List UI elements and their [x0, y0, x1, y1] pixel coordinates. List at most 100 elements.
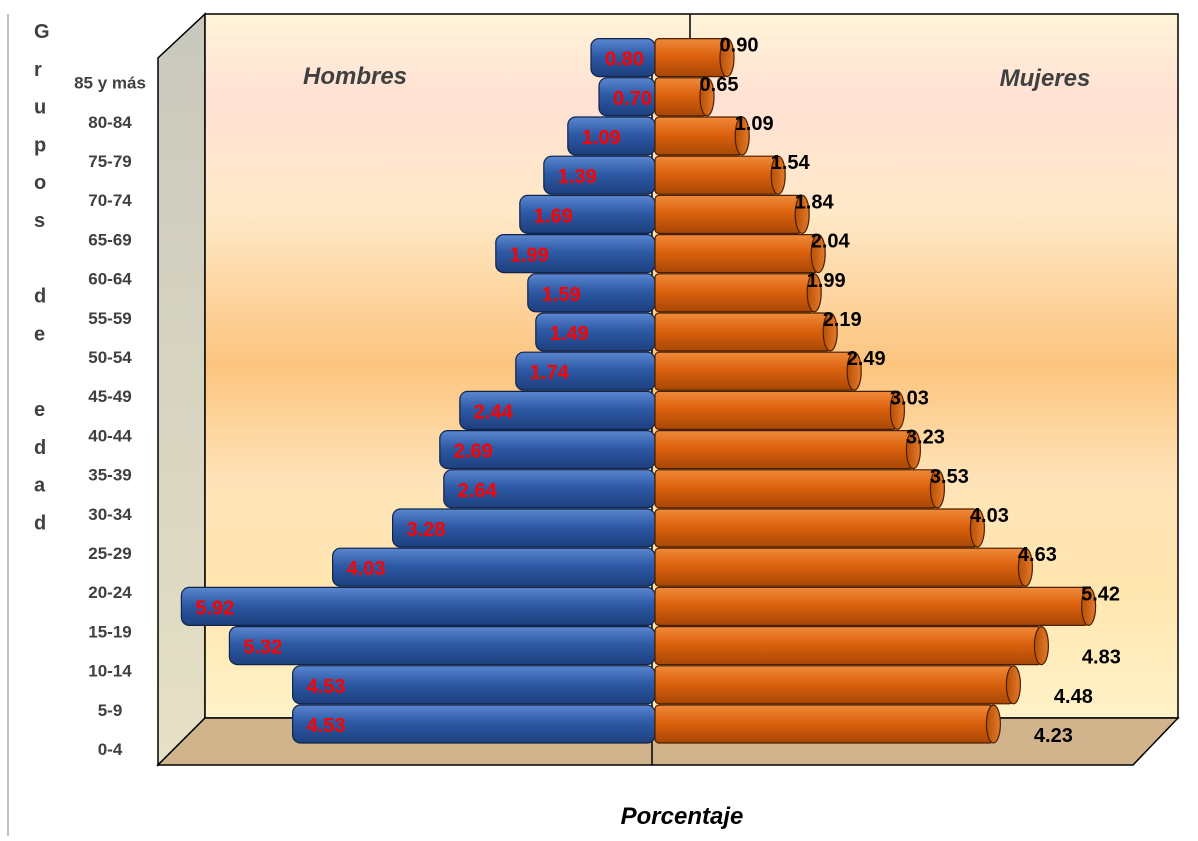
value-label-mujeres: 1.54 [771, 152, 811, 174]
value-label-mujeres: 4.03 [970, 505, 1009, 527]
value-label-hombres: 2.64 [458, 480, 498, 502]
bar-mujeres-5-9 [654, 665, 1014, 705]
value-label-hombres: 3.28 [407, 519, 446, 541]
bar-mujeres-30-34 [654, 469, 938, 509]
bar-hombres-5-9 [292, 665, 656, 705]
bar-hombres-0-4 [292, 704, 656, 744]
bar-cap-mujeres-85 y más [719, 37, 735, 78]
y-tick-label: 30-34 [88, 505, 132, 524]
bar-mujeres-15-19 [654, 586, 1090, 627]
value-label-mujeres: 1.09 [735, 113, 774, 135]
bar-mujeres-40-44 [654, 390, 898, 430]
value-label-mujeres: 4.83 [1082, 647, 1121, 669]
value-label-mujeres: 2.04 [811, 231, 851, 253]
y-tick-label: 20-24 [88, 583, 132, 602]
y-tick-label: 85 y más [74, 74, 146, 93]
value-label-mujeres: 4.63 [1018, 544, 1057, 566]
y-tick-label: 10-14 [88, 662, 132, 681]
y-tick-label: 45-49 [88, 387, 131, 406]
y-tick-label: 25-29 [88, 544, 131, 563]
bar-mujeres-25-29 [654, 508, 978, 548]
bar-cap-mujeres-35-39 [905, 430, 922, 470]
y-tick-label: 40-44 [88, 426, 132, 445]
y-tick-label: 55-59 [88, 309, 131, 328]
value-label-hombres: 5.32 [243, 637, 282, 659]
value-label-mujeres: 3.03 [890, 387, 929, 409]
bar-mujeres-45-49 [654, 351, 855, 391]
bar-cap-mujeres-5-9 [1005, 665, 1022, 705]
bar-cap-mujeres-75-79 [734, 116, 750, 156]
value-label-mujeres: 3.23 [906, 427, 945, 449]
bar-cap-mujeres-15-19 [1080, 586, 1097, 627]
y-tick-label: 75-79 [88, 152, 131, 171]
value-label-mujeres: 1.84 [795, 191, 835, 213]
y-tick-label: 65-69 [88, 230, 131, 249]
value-label-mujeres: 2.49 [847, 348, 886, 370]
bar-mujeres-85 y más [654, 37, 728, 78]
bar-mujeres-60-64 [654, 234, 819, 274]
bar-cap-mujeres-0-4 [985, 704, 1002, 744]
bar-mujeres-70-74 [654, 155, 779, 195]
value-label-hombres: 1.39 [558, 166, 597, 188]
y-tick-label: 5-9 [98, 701, 123, 720]
bar-hombres-15-19 [180, 586, 656, 627]
value-label-mujeres: 0.65 [700, 74, 739, 96]
value-label-hombres: 1.74 [530, 362, 570, 384]
value-label-hombres: 2.44 [474, 401, 514, 423]
value-label-hombres: 1.59 [542, 284, 581, 306]
bar-cap-mujeres-20-24 [1017, 547, 1034, 587]
bar-mujeres-55-59 [654, 273, 815, 313]
bar-cap-mujeres-45-49 [846, 351, 862, 391]
y-tick-label: 35-39 [88, 466, 131, 485]
value-label-hombres: 0.70 [613, 88, 652, 110]
y-tick-labels: 0-4 5-9 10-14 15-19 20-24 25-29 30-34 35-39 40-4… [74, 74, 146, 759]
bar-mujeres-20-24 [654, 547, 1026, 587]
series-label-hombres: Hombres [303, 63, 407, 90]
y-tick-label: 15-19 [88, 622, 131, 641]
left-side-wall [157, 12, 206, 767]
value-label-mujeres: 0.90 [720, 35, 759, 57]
bar-cap-mujeres-30-34 [929, 469, 946, 509]
bar-cap-mujeres-80-84 [699, 77, 715, 117]
value-label-mujeres: 4.23 [1034, 725, 1073, 747]
y-tick-label: 60-64 [88, 270, 132, 289]
bar-cap-mujeres-40-44 [889, 390, 906, 430]
y-tick-label: 0-4 [98, 740, 123, 759]
value-label-hombres: 2.69 [454, 441, 493, 463]
value-label-hombres: 1.09 [582, 127, 621, 149]
bar-cap-mujeres-60-64 [810, 234, 826, 274]
bar-mujeres-35-39 [654, 430, 914, 470]
series-label-mujeres: Mujeres [1000, 65, 1091, 92]
value-labels: 4.53 4.23 4.53 4.48 5.32 4.83 5.92 5.42 4.03 4.63… [195, 35, 1120, 747]
bar-cap-mujeres-50-54 [822, 312, 838, 352]
bar-cap-mujeres-55-59 [806, 273, 822, 313]
bar-cap-mujeres-65-69 [794, 194, 810, 234]
x-axis-title: Porcentaje [621, 803, 744, 830]
bar-cap-mujeres-10-14 [1033, 625, 1050, 666]
y-tick-label: 70-74 [88, 191, 132, 210]
value-label-mujeres: 5.42 [1081, 583, 1120, 605]
value-label-hombres: 4.53 [307, 715, 346, 737]
value-label-hombres: 4.03 [347, 558, 386, 580]
value-label-hombres: 4.53 [307, 676, 346, 698]
bar-hombres-10-14 [228, 625, 656, 666]
bar-mujeres-65-69 [654, 194, 803, 234]
bar-mujeres-0-4 [654, 704, 994, 744]
bar-mujeres-75-79 [654, 116, 743, 156]
y-tick-label: 80-84 [88, 113, 132, 132]
value-label-hombres: 5.92 [195, 597, 234, 619]
bar-cap-mujeres-70-74 [770, 155, 786, 195]
y-tick-label: 50-54 [88, 348, 132, 367]
value-label-mujeres: 1.99 [807, 270, 846, 292]
bar-mujeres-50-54 [654, 312, 831, 352]
value-label-hombres: 0.80 [605, 49, 644, 71]
value-label-hombres: 1.69 [534, 205, 573, 227]
bar-cap-mujeres-25-29 [969, 508, 986, 548]
value-label-mujeres: 2.19 [823, 309, 862, 331]
bars [180, 37, 1097, 744]
value-label-hombres: 1.99 [510, 245, 549, 267]
bar-mujeres-10-14 [654, 625, 1042, 666]
